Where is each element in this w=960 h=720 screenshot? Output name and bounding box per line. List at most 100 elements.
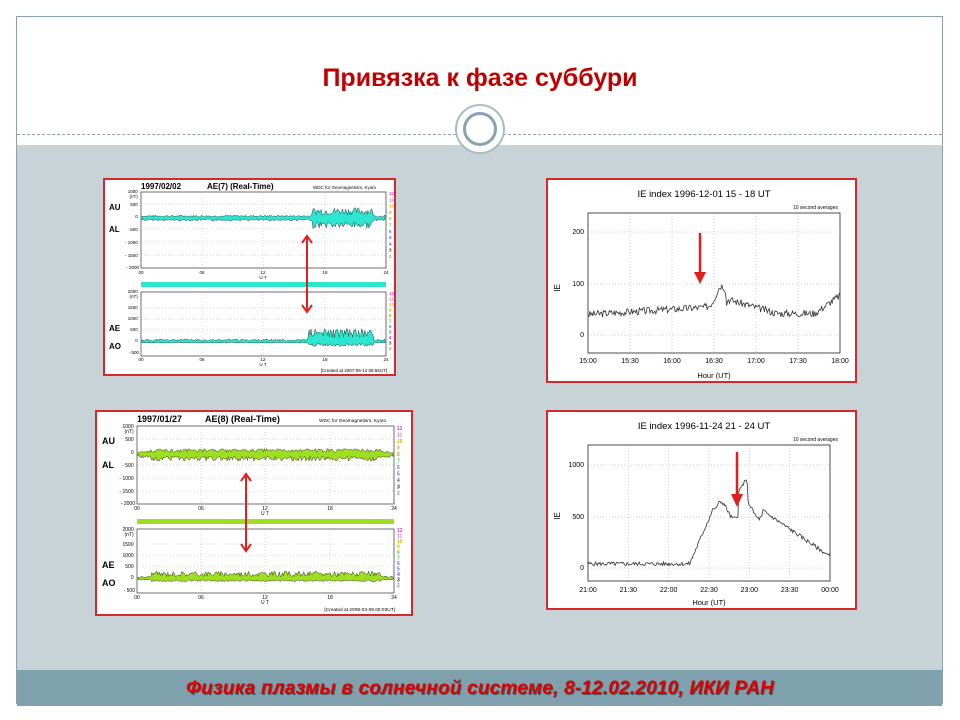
ie-plot-1: IE index 1996-12-01 15 - 18 UT 10 second…	[546, 178, 857, 383]
x-tick-label: 23:30	[781, 587, 799, 594]
ie2-arrow-icon	[731, 452, 743, 507]
legend-hour-label: 2	[397, 583, 400, 589]
legend-hour-label: 3	[397, 578, 400, 584]
ie2-series-line	[587, 479, 831, 567]
ie1-xlabel: Hour (UT)	[697, 371, 731, 380]
svg-text:06: 06	[199, 357, 205, 362]
legend-hour-label: 2	[389, 346, 392, 351]
legend-hour-label: 7	[389, 319, 392, 324]
svg-text:24: 24	[383, 357, 389, 362]
x-tick-label: 22:30	[700, 587, 718, 594]
ae1-label-ae: AE	[109, 324, 121, 333]
legend-hour-label: 8	[397, 452, 400, 458]
legend-hour-label: 4	[389, 241, 392, 246]
x-tick-label: 15:30	[621, 358, 639, 365]
legend-hour-label: 12	[397, 528, 403, 534]
svg-text:100: 100	[572, 281, 584, 288]
x-tick-label: 17:00	[747, 358, 765, 365]
legend-hour-label: 9	[389, 308, 392, 313]
ae2-source: WDC for Geomagnetism, Kyoto	[319, 418, 387, 424]
x-tick-label: 00:00	[821, 587, 839, 594]
svg-text:0: 0	[580, 565, 584, 572]
x-tick-label: 21:00	[579, 587, 597, 594]
ae1-label-ao: AO	[109, 342, 121, 351]
ae1-date: 1997/02/02	[141, 182, 182, 191]
ae2-ae-ao-fill	[137, 570, 394, 582]
decorative-circle-icon	[455, 104, 505, 154]
legend-hour-label: 2	[389, 254, 392, 259]
x-tick-label: 21:30	[620, 587, 638, 594]
ie1-title: IE index 1996-12-01 15 - 18 UT	[637, 189, 770, 200]
footer-bar	[17, 670, 942, 706]
legend-hour-label: 4	[397, 572, 400, 578]
ie1-arrow-icon	[694, 233, 706, 284]
legend-hour-label: 8	[389, 216, 392, 221]
legend-hour-label: 5	[397, 567, 400, 573]
svg-text:00: 00	[138, 270, 144, 275]
ie2-title: IE index 1996-11-24 21 - 24 UT	[638, 421, 771, 432]
svg-text:24: 24	[391, 595, 397, 601]
svg-text:00: 00	[134, 506, 140, 512]
legend-hour-label: 10	[397, 539, 403, 545]
ie1-note: 10 second averages	[793, 205, 839, 211]
legend-hour-label: 6	[397, 465, 400, 471]
legend-hour-label: 11	[389, 297, 394, 302]
ae1-source: WDC for Geomagnetism, Kyoto	[313, 185, 377, 190]
svg-text:24: 24	[383, 270, 389, 275]
legend-hour-label: 8	[389, 313, 392, 318]
legend-hour-label: 6	[389, 324, 392, 329]
svg-text:12: 12	[262, 595, 268, 601]
svg-text:1000 (nT) 500: 1000 (nT) 500 0 - 500 - 1000 - 1500 - 20…	[125, 189, 140, 270]
svg-text:18: 18	[322, 270, 328, 275]
x-tick-label: 22:00	[660, 587, 678, 594]
svg-text:00: 00	[134, 595, 140, 601]
svg-text:U T: U T	[261, 600, 269, 606]
legend-hour-label: 12	[397, 426, 403, 432]
ie2-note: 10 second averages	[793, 437, 839, 443]
legend-hour-label: 8	[397, 550, 400, 556]
ae1-created: [Created at 2007-06-14 08:55UT]	[321, 368, 387, 373]
svg-text:U T: U T	[259, 275, 266, 280]
ae1-label-al: AL	[109, 225, 120, 234]
x-tick-label: 17:30	[789, 358, 807, 365]
svg-text:U T: U T	[259, 362, 266, 367]
ae-plot-1: 1997/02/02 AE(7) (Real-Time) WDC for Geo…	[103, 178, 396, 376]
ae1-separator-bar	[141, 282, 386, 287]
svg-text:0: 0	[580, 332, 584, 339]
svg-text:12: 12	[262, 506, 268, 512]
svg-text:2000 (nT) 1500: 2000 (nT) 1500 1000 500 0 - 500	[122, 527, 135, 594]
ae1-au-al-fill	[141, 207, 386, 230]
legend-hour-label: 3	[397, 485, 400, 491]
legend-hour-label: 5	[397, 472, 400, 478]
legend-hour-label: 12	[389, 291, 394, 296]
ae2-top-axes	[136, 425, 395, 505]
legend-hour-label: 4	[397, 478, 400, 484]
svg-text:200: 200	[572, 229, 584, 236]
legend-hour-label: 10	[389, 302, 394, 307]
ie1-ylabel: IE	[553, 284, 562, 292]
x-tick-label: 16:30	[705, 358, 723, 365]
legend-hour-label: 11	[397, 534, 403, 540]
legend-hour-label: 7	[397, 459, 400, 465]
legend-hour-label: 2	[397, 491, 400, 497]
ae2-title: AE(8) (Real-Time)	[205, 414, 280, 424]
svg-text:18: 18	[327, 506, 333, 512]
svg-text:06: 06	[199, 270, 205, 275]
svg-text:00: 00	[138, 357, 144, 362]
x-tick-label: 23:00	[741, 587, 759, 594]
ae2-label-ao: AO	[102, 578, 116, 588]
slide-title: Привязка к фазе суббури	[322, 64, 638, 92]
ie2-xlabel: Hour (UT)	[692, 598, 726, 607]
legend-hour-label: 5	[389, 330, 392, 335]
svg-text:12: 12	[260, 357, 266, 362]
footer-text: Физика плазмы в солнечной системе, 8-12.…	[186, 678, 774, 699]
ae1-top-axes	[140, 191, 387, 269]
ae1-ae-ao-fill	[141, 328, 386, 347]
x-tick-label: 18:00	[831, 358, 849, 365]
legend-hour-label: 11	[397, 433, 403, 439]
legend-hour-label: 6	[397, 561, 400, 567]
ie2-axes	[587, 444, 831, 582]
legend-hour-label: 9	[397, 545, 400, 551]
legend-hour-label: 10	[389, 204, 394, 209]
ae2-label-ae: AE	[102, 560, 115, 570]
